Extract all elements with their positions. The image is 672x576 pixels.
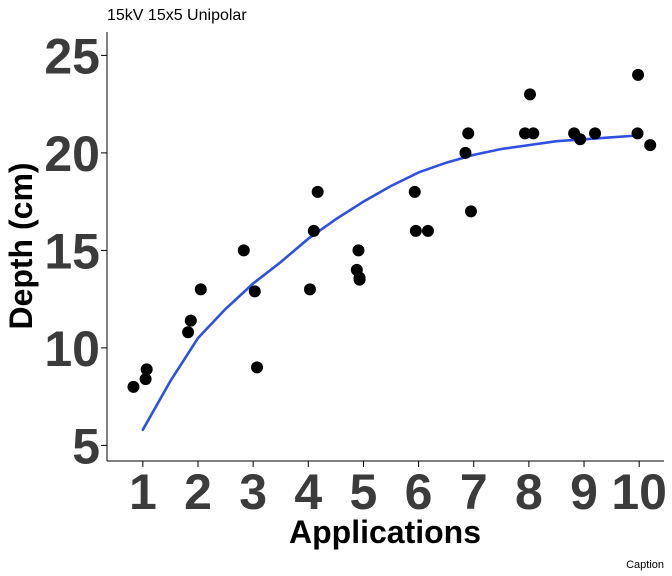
- data-point: [523, 88, 536, 101]
- data-point: [194, 283, 207, 296]
- data-point: [632, 68, 645, 81]
- data-point: [237, 244, 250, 257]
- x-tick-label: 7: [460, 464, 488, 520]
- x-tick-label: 4: [294, 464, 322, 520]
- data-point: [409, 224, 422, 237]
- y-tick-label: 20: [44, 126, 100, 182]
- data-point: [464, 205, 477, 218]
- y-axis-title: Depth (cm): [3, 162, 39, 329]
- x-tick-label: 8: [515, 464, 543, 520]
- data-point: [459, 146, 472, 159]
- data-point: [353, 271, 366, 284]
- data-point: [127, 380, 140, 393]
- x-axis-ticks: 1 2 3 4 5 6 7 8 9 10: [129, 461, 667, 520]
- chart-title: 15kV 15x5 Unipolar: [107, 7, 247, 24]
- x-tick-label: 3: [239, 464, 267, 520]
- data-point: [631, 127, 644, 140]
- x-axis-title: Applications: [289, 514, 481, 550]
- data-point: [408, 185, 421, 198]
- fit-line-layer: [141, 134, 641, 432]
- x-tick-label: 6: [405, 464, 433, 520]
- data-point: [307, 224, 320, 237]
- data-point: [352, 244, 365, 257]
- x-tick-label: 1: [129, 464, 157, 520]
- chart-caption: Caption: [626, 559, 664, 571]
- data-point: [140, 363, 153, 376]
- y-axis-ticks: 5 10 15 20 25: [44, 28, 107, 474]
- y-tick-label: 10: [44, 321, 100, 377]
- data-point: [589, 127, 602, 140]
- data-point: [462, 127, 475, 140]
- data-point: [251, 361, 264, 374]
- data-point: [519, 127, 532, 140]
- x-tick-label: 9: [570, 464, 598, 520]
- data-point: [574, 133, 587, 146]
- data-point: [139, 373, 152, 386]
- data-point: [421, 224, 434, 237]
- data-point: [248, 285, 261, 298]
- y-tick-label: 5: [72, 418, 100, 474]
- x-tick-label: 10: [611, 464, 667, 520]
- data-point: [311, 185, 324, 198]
- x-tick-label: 5: [350, 464, 378, 520]
- data-point: [184, 314, 197, 327]
- data-point: [303, 283, 316, 296]
- data-point: [644, 139, 657, 152]
- fit-line: [141, 134, 641, 432]
- x-tick-label: 2: [184, 464, 212, 520]
- y-tick-label: 25: [44, 28, 100, 84]
- y-tick-label: 15: [44, 223, 100, 279]
- points-layer: [127, 68, 657, 393]
- data-point: [182, 326, 195, 339]
- data-point: [527, 127, 540, 140]
